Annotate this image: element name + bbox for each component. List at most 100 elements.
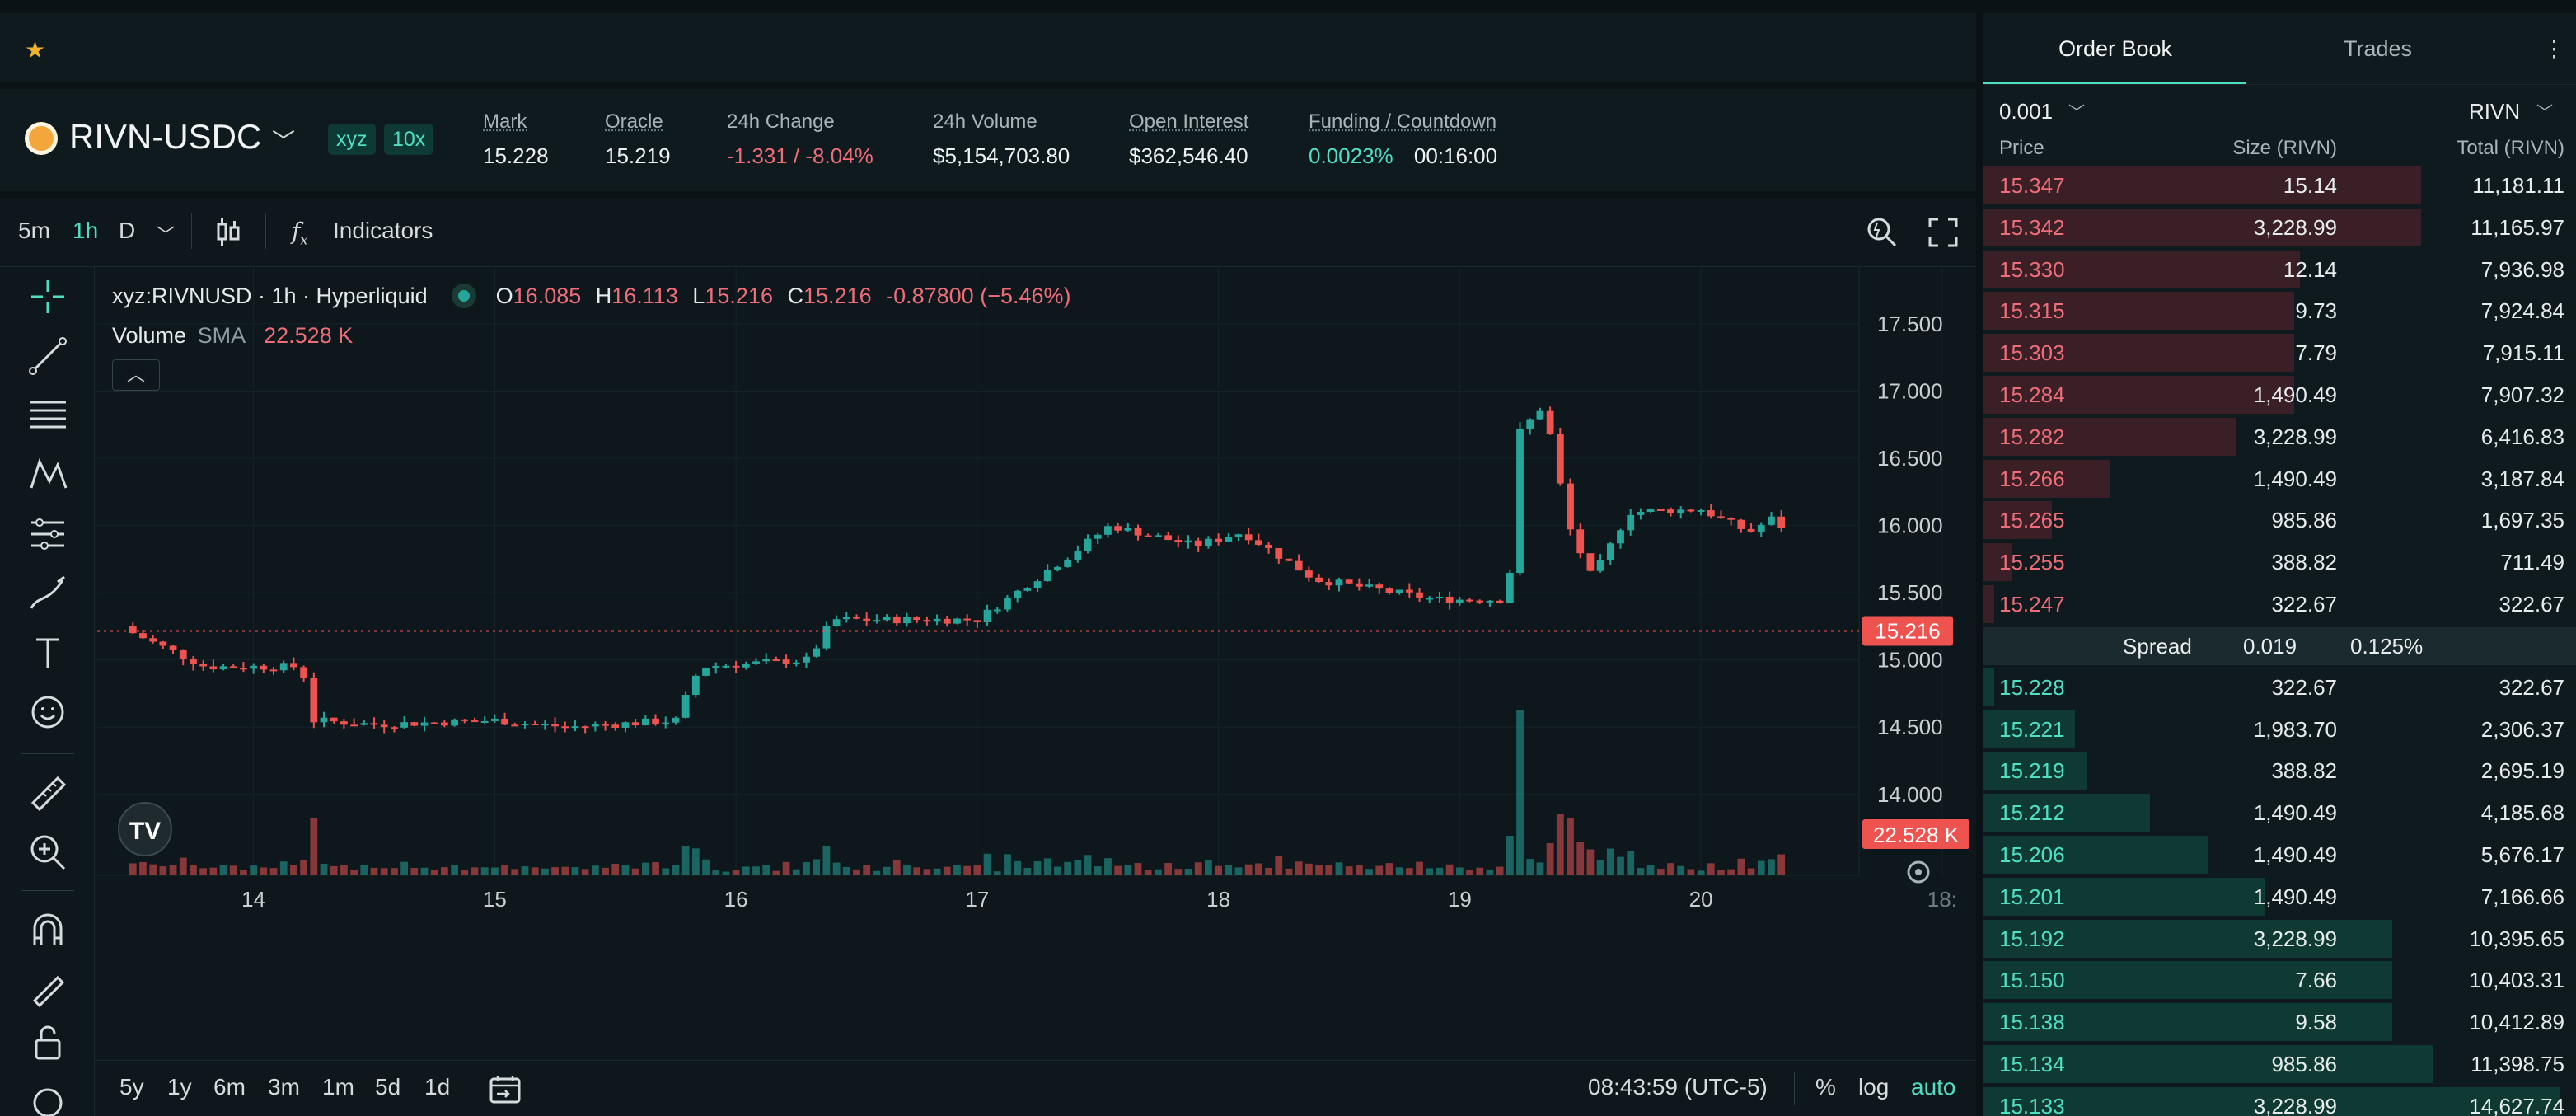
chevron-down-icon[interactable]: ﹀: [2068, 104, 2085, 122]
volume-sma-value: 22.528 K: [264, 323, 354, 348]
order-price: 15.342: [1999, 214, 2065, 240]
bid-row[interactable]: 15.221 1,983.70 2,306.37: [1983, 709, 2576, 751]
stat-oracle: Oracle 15.219: [605, 110, 671, 169]
ask-row[interactable]: 15.303 7.79 7,915.11: [1983, 332, 2576, 374]
bid-row[interactable]: 15.201 1,490.49 7,166.66: [1983, 876, 2576, 918]
trend-line-icon[interactable]: [25, 333, 71, 379]
chevron-down-icon[interactable]: ﹀: [2536, 104, 2553, 122]
ask-row[interactable]: 15.347 15.14 11,181.11: [1983, 165, 2576, 207]
range-1y[interactable]: 1y: [167, 1074, 192, 1100]
indicators-icon[interactable]: fx: [292, 218, 308, 248]
range-1d[interactable]: 1d: [424, 1074, 451, 1100]
interval-1h[interactable]: 1h: [73, 218, 99, 243]
order-total: 10,403.31: [2469, 968, 2564, 993]
quick-search-icon[interactable]: [1866, 216, 1899, 249]
unit-select[interactable]: RIVN: [2469, 99, 2521, 124]
ask-row[interactable]: 15.265 985.86 1,697.35: [1983, 499, 2576, 542]
range-5y[interactable]: 5y: [119, 1074, 144, 1100]
order-price: 15.133: [1999, 1093, 2065, 1116]
range-1m[interactable]: 1m: [322, 1074, 354, 1100]
ask-row[interactable]: 15.342 3,228.99 11,165.97: [1983, 207, 2576, 249]
indicators-button[interactable]: Indicators: [333, 218, 433, 243]
candle-up: [571, 726, 579, 729]
tab-order-book[interactable]: Order Book: [2058, 36, 2173, 61]
clock-time[interactable]: 08:43:59 (UTC-5): [1588, 1074, 1768, 1100]
tab-trades[interactable]: Trades: [2344, 36, 2413, 61]
volume-bar: [380, 868, 388, 875]
percent-scale-toggle[interactable]: %: [1815, 1074, 1836, 1100]
candle-up: [1155, 535, 1162, 537]
auto-scale-toggle[interactable]: auto: [1911, 1074, 1956, 1100]
chevron-down-icon[interactable]: ﹀: [157, 225, 176, 246]
range-3m[interactable]: 3m: [268, 1074, 300, 1100]
legend-symbol[interactable]: xyz:RIVNUSD · 1h · Hyperliquid: [112, 284, 428, 309]
unlock-icon[interactable]: [25, 1019, 71, 1065]
price-axis[interactable]: 17.500 17.000 16.500 16.000 15.500 15.000 14.5…: [1877, 312, 1943, 807]
brush-icon[interactable]: [25, 570, 71, 617]
col-header-price: Price: [1999, 137, 2044, 159]
ask-row[interactable]: 15.284 1,490.49 7,907.32: [1983, 374, 2576, 416]
volume-bar: [1737, 858, 1745, 875]
draw-lock-icon[interactable]: [25, 964, 71, 1010]
collapse-legend-button[interactable]: ︿: [112, 359, 160, 391]
fib-retracement-icon[interactable]: [25, 392, 71, 438]
candle-down: [1496, 600, 1504, 603]
bid-row[interactable]: 15.206 1,490.49 5,676.17: [1983, 834, 2576, 876]
range-6m[interactable]: 6m: [213, 1074, 246, 1100]
bid-row[interactable]: 15.219 388.82 2,695.19: [1983, 750, 2576, 792]
bid-row[interactable]: 15.228 322.67 322.67: [1983, 667, 2576, 709]
volume-bar: [1375, 865, 1384, 875]
fullscreen-icon[interactable]: [1928, 218, 1958, 247]
candlesticks: [129, 406, 1786, 734]
market-status-icon: [452, 284, 477, 308]
bid-row[interactable]: 15.134 985.86 11,398.75: [1983, 1043, 2576, 1086]
ruler-icon[interactable]: [25, 770, 71, 816]
more-options-icon[interactable]: ⋮: [2543, 36, 2565, 61]
depth-bar: [1983, 417, 2236, 456]
emoji-icon[interactable]: [25, 689, 71, 735]
leverage-badge[interactable]: 10x: [384, 124, 434, 155]
candle-down: [461, 719, 469, 721]
candle-down: [1476, 600, 1484, 603]
text-icon[interactable]: [25, 630, 71, 676]
range-5d[interactable]: 5d: [375, 1074, 401, 1100]
interval-d[interactable]: D: [119, 218, 136, 243]
ask-row[interactable]: 15.315 9.73 7,924.84: [1983, 290, 2576, 332]
bid-row[interactable]: 15.150 7.66 10,403.31: [1983, 959, 2576, 1001]
star-icon[interactable]: ★: [25, 37, 46, 63]
tradingview-logo[interactable]: TV: [118, 802, 172, 856]
calendar-icon[interactable]: [489, 1074, 522, 1105]
ask-row[interactable]: 15.282 3,228.99 6,416.83: [1983, 416, 2576, 458]
ask-row[interactable]: 15.247 322.67 322.67: [1983, 584, 2576, 626]
candle-down: [159, 641, 167, 646]
volume-bar: [1768, 859, 1775, 875]
volume-bar: [1124, 865, 1132, 875]
bid-row[interactable]: 15.212 1,490.49 4,185.68: [1983, 792, 2576, 834]
zoom-in-icon[interactable]: [25, 829, 71, 875]
ask-row[interactable]: 15.255 388.82 711.49: [1983, 542, 2576, 584]
candle-down: [1727, 518, 1735, 520]
pair-selector[interactable]: RIVN-USDC: [69, 117, 262, 156]
settings-icon[interactable]: [1907, 860, 1930, 884]
candle-down: [913, 617, 921, 621]
depth-bar: [1983, 250, 2300, 288]
crosshair-icon[interactable]: [25, 274, 71, 320]
log-scale-toggle[interactable]: log: [1858, 1074, 1890, 1100]
bid-row[interactable]: 15.192 3,228.99 10,395.65: [1983, 918, 2576, 960]
date-axis[interactable]: 14 15 16 17 18 19 20 18:: [97, 875, 1957, 912]
chevron-down-icon[interactable]: ﹀: [272, 129, 296, 154]
tick-size-select[interactable]: 0.001: [1999, 99, 2054, 124]
order-price: 15.228: [1999, 674, 2065, 700]
ask-row[interactable]: 15.266 1,490.49 3,187.84: [1983, 458, 2576, 500]
prediction-icon[interactable]: [25, 511, 71, 557]
bid-row[interactable]: 15.133 3,228.99 14,627.74: [1983, 1086, 2576, 1116]
price-chart[interactable]: 17.500 17.000 16.500 16.000 15.500 15.000 14.5…: [0, 267, 1976, 1060]
bid-row[interactable]: 15.138 9.58 10,412.89: [1983, 1001, 2576, 1043]
visibility-icon[interactable]: [25, 1070, 71, 1116]
candles-icon[interactable]: [214, 216, 242, 249]
ask-row[interactable]: 15.330 12.14 7,936.98: [1983, 249, 2576, 291]
pattern-icon[interactable]: [25, 452, 71, 498]
magnet-icon[interactable]: [25, 907, 71, 953]
interval-5m[interactable]: 5m: [18, 218, 50, 243]
candle-up: [360, 723, 368, 725]
